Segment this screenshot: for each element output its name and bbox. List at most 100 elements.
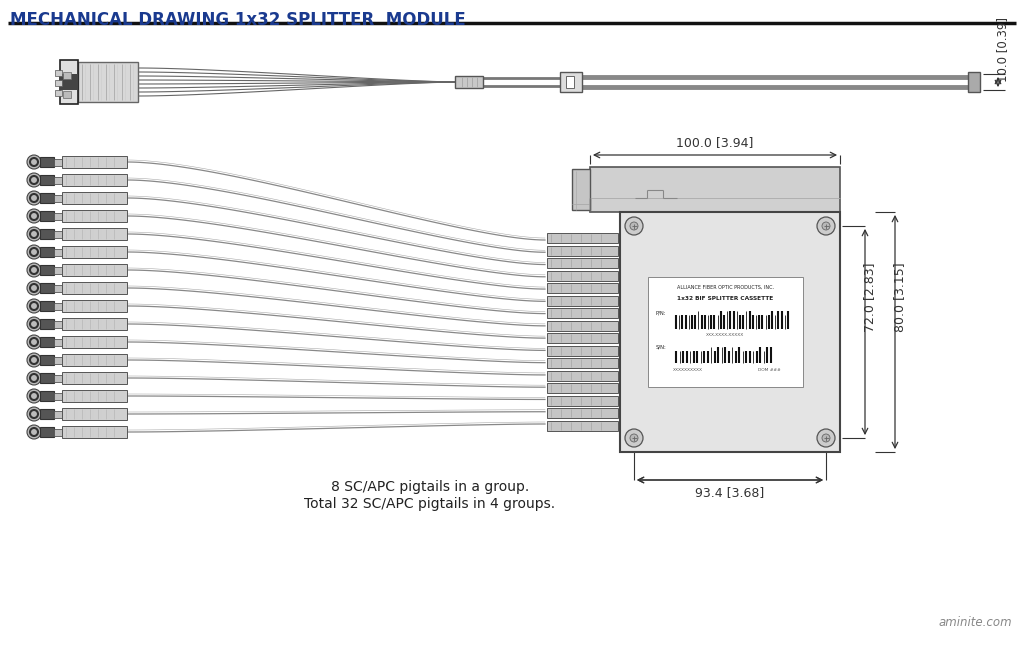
Bar xyxy=(78,62,138,102)
Bar xyxy=(547,283,618,293)
Bar xyxy=(40,373,54,383)
Circle shape xyxy=(630,434,638,442)
Text: ALLIANCE FIBER OPTIC PRODUCTS, INC.: ALLIANCE FIBER OPTIC PRODUCTS, INC. xyxy=(677,285,774,289)
Bar xyxy=(547,371,618,381)
Circle shape xyxy=(27,263,41,277)
Bar xyxy=(560,72,582,92)
Text: 10.0 [0.39]: 10.0 [0.39] xyxy=(996,17,1010,82)
Bar xyxy=(547,308,618,318)
Bar xyxy=(40,229,54,239)
Bar xyxy=(62,174,127,186)
Bar xyxy=(54,320,62,327)
Bar xyxy=(54,195,62,201)
Bar xyxy=(63,91,71,98)
Circle shape xyxy=(27,353,41,367)
Bar xyxy=(40,301,54,311)
Text: aminite.com: aminite.com xyxy=(938,616,1012,629)
Text: 100.0 [3.94]: 100.0 [3.94] xyxy=(676,136,754,149)
Bar xyxy=(54,303,62,309)
Circle shape xyxy=(27,227,41,241)
Bar xyxy=(648,277,803,387)
Circle shape xyxy=(27,317,41,331)
Bar xyxy=(54,159,62,166)
Bar xyxy=(620,212,840,452)
Circle shape xyxy=(822,222,830,230)
Circle shape xyxy=(817,217,835,235)
Bar xyxy=(54,212,62,219)
Bar xyxy=(54,267,62,274)
Bar xyxy=(40,391,54,401)
Text: MECHANICAL DRAWING 1x32 SPLITTER  MODULE: MECHANICAL DRAWING 1x32 SPLITTER MODULE xyxy=(10,11,466,29)
Circle shape xyxy=(625,429,643,447)
Bar xyxy=(547,408,618,419)
Bar xyxy=(60,74,78,90)
Circle shape xyxy=(27,335,41,349)
Bar xyxy=(40,211,54,221)
Text: 93.4 [3.68]: 93.4 [3.68] xyxy=(695,486,765,499)
Bar xyxy=(547,396,618,406)
Bar xyxy=(62,390,127,402)
Bar xyxy=(62,408,127,420)
Bar xyxy=(62,282,127,294)
Bar xyxy=(547,421,618,431)
Bar xyxy=(62,264,127,276)
Bar xyxy=(62,336,127,348)
Bar xyxy=(62,372,127,384)
Bar xyxy=(572,169,590,210)
Circle shape xyxy=(630,222,638,230)
Text: 80.0 [3.15]: 80.0 [3.15] xyxy=(894,263,906,332)
Circle shape xyxy=(27,299,41,313)
Text: XXXXXXXXXX: XXXXXXXXXX xyxy=(673,368,703,372)
Circle shape xyxy=(27,209,41,223)
Text: S/N:: S/N: xyxy=(656,344,667,349)
Bar xyxy=(590,167,840,212)
Circle shape xyxy=(27,245,41,259)
Bar xyxy=(62,318,127,330)
Bar xyxy=(62,156,127,168)
Bar xyxy=(54,248,62,256)
Circle shape xyxy=(27,425,41,439)
Bar xyxy=(54,410,62,417)
Text: 72.0 [2.83]: 72.0 [2.83] xyxy=(863,263,877,332)
Bar xyxy=(54,285,62,292)
Bar xyxy=(547,321,618,331)
Bar xyxy=(547,333,618,344)
Bar xyxy=(55,80,62,86)
Circle shape xyxy=(27,281,41,295)
Bar xyxy=(54,177,62,184)
Bar xyxy=(54,428,62,435)
Circle shape xyxy=(27,407,41,421)
Bar xyxy=(40,193,54,203)
Bar xyxy=(40,355,54,365)
Bar xyxy=(54,356,62,364)
Bar xyxy=(54,230,62,237)
Text: 1x32 BIF SPLITTER CASSETTE: 1x32 BIF SPLITTER CASSETTE xyxy=(677,296,773,302)
Bar xyxy=(547,258,618,268)
Text: Total 32 SC/APC pigtails in 4 groups.: Total 32 SC/APC pigtails in 4 groups. xyxy=(304,497,556,511)
Bar xyxy=(40,283,54,293)
Bar xyxy=(455,76,483,88)
Bar xyxy=(40,265,54,275)
Bar xyxy=(62,210,127,222)
Bar xyxy=(63,72,71,79)
Bar xyxy=(547,384,618,393)
Circle shape xyxy=(822,434,830,442)
Bar xyxy=(547,296,618,305)
Bar xyxy=(40,247,54,257)
Bar xyxy=(55,90,62,96)
Bar xyxy=(547,345,618,356)
Bar xyxy=(40,175,54,185)
Bar xyxy=(62,354,127,366)
Text: 8 SC/APC pigtails in a group.: 8 SC/APC pigtails in a group. xyxy=(331,480,529,494)
Bar xyxy=(62,300,127,312)
Circle shape xyxy=(27,371,41,385)
Text: XXX-XXXX-XXXXX: XXX-XXXX-XXXXX xyxy=(707,333,744,337)
Text: P/N:: P/N: xyxy=(656,311,667,316)
Bar xyxy=(547,245,618,256)
Circle shape xyxy=(625,217,643,235)
Circle shape xyxy=(27,173,41,187)
Bar xyxy=(40,427,54,437)
Bar xyxy=(968,72,980,92)
Bar xyxy=(40,157,54,167)
Circle shape xyxy=(27,155,41,169)
